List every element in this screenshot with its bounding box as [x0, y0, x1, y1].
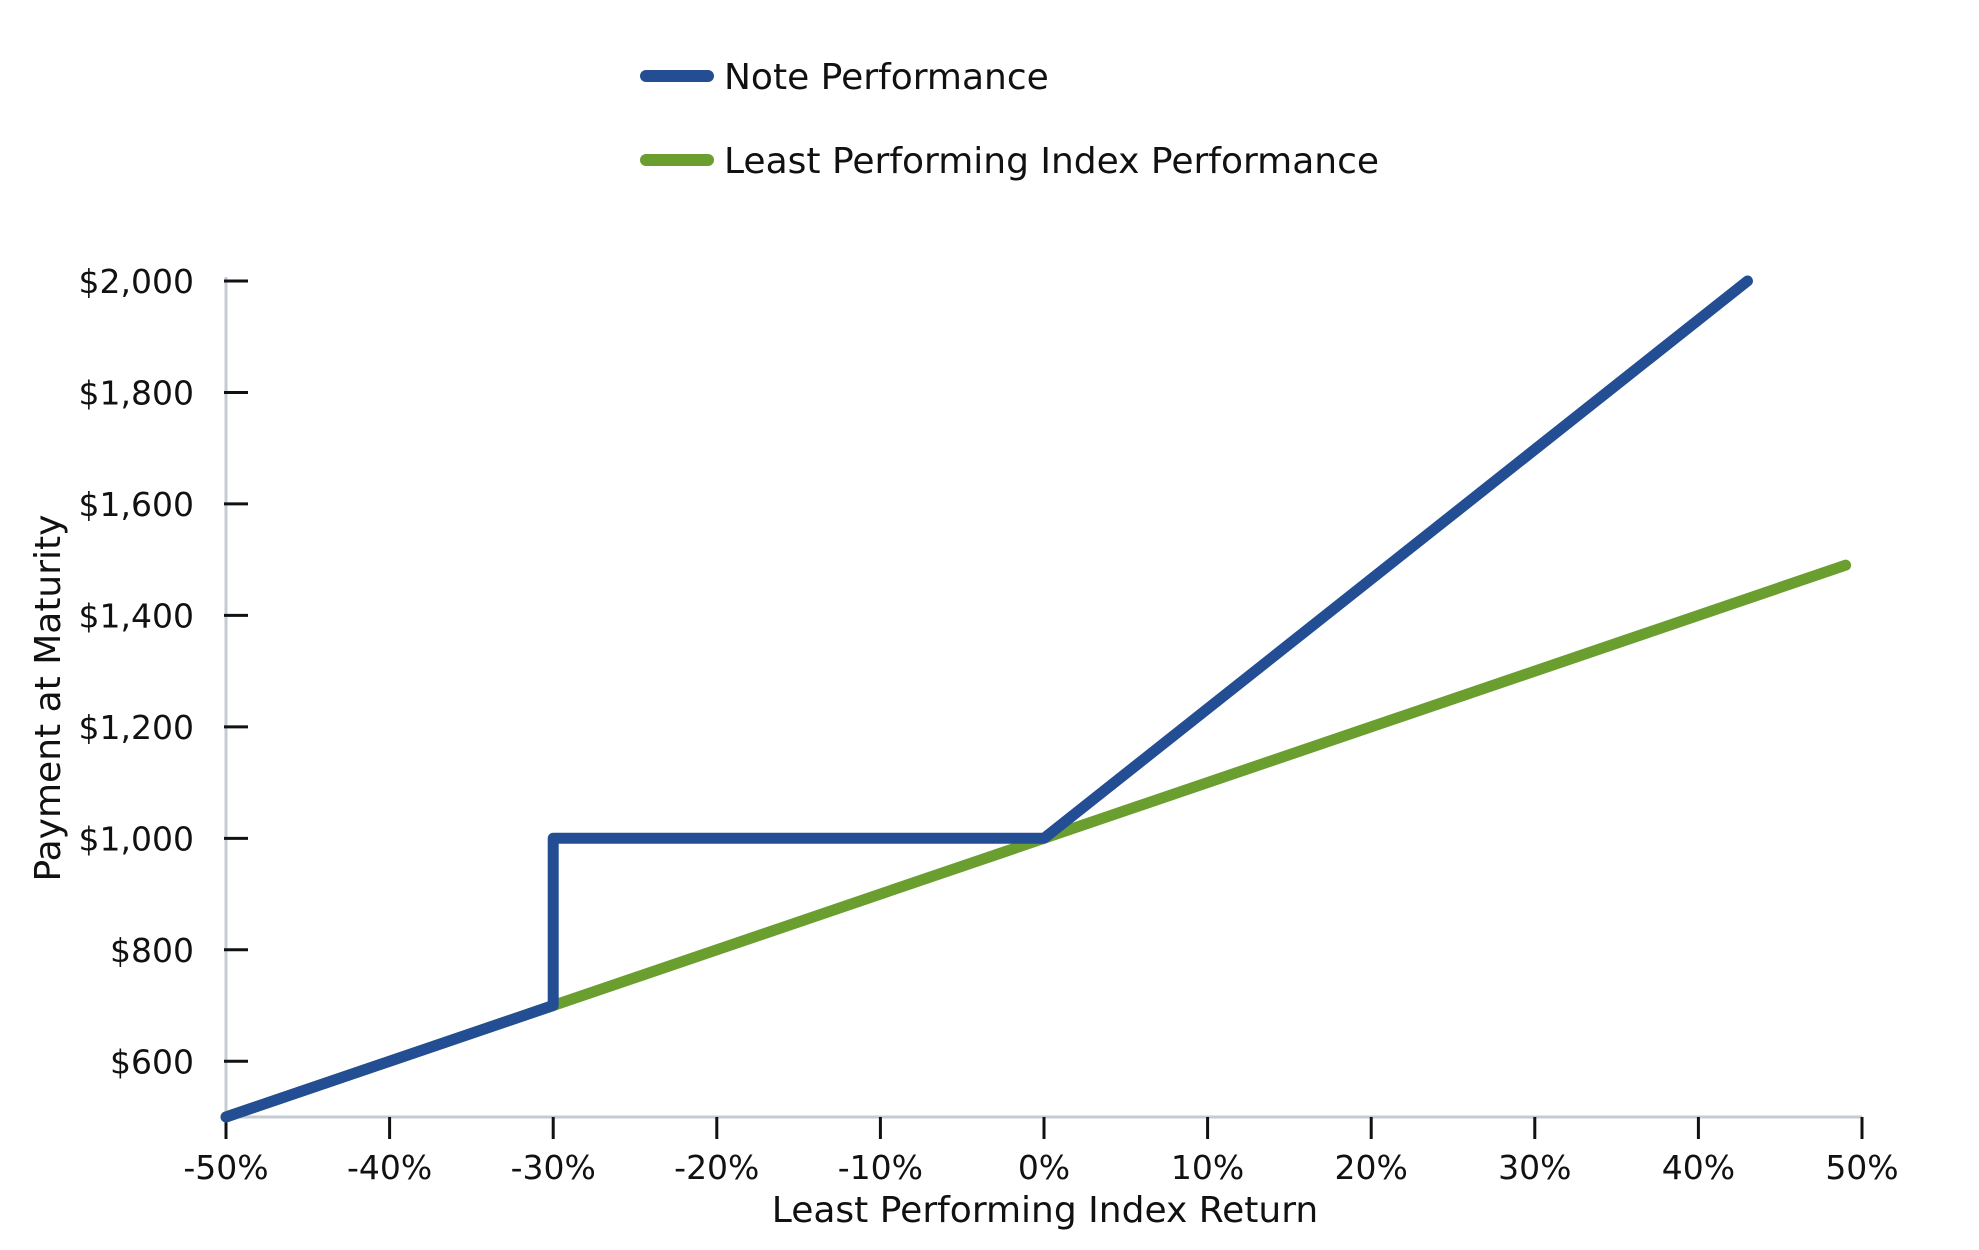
- legend-label-0: Note Performance: [724, 57, 1049, 98]
- x-tick-label: 10%: [1171, 1148, 1244, 1187]
- y-tick-label: $1,200: [79, 708, 194, 747]
- x-tick-label: -10%: [838, 1148, 923, 1187]
- x-axis-title: Least Performing Index Return: [772, 1190, 1318, 1231]
- x-tick-label: -50%: [183, 1148, 268, 1187]
- x-tick-label: -30%: [511, 1148, 596, 1187]
- legend: Note Performance Least Performing Index P…: [640, 57, 1379, 182]
- y-tick-label: $800: [110, 931, 194, 970]
- x-tick-label: -20%: [674, 1148, 759, 1187]
- x-tick-label: 50%: [1825, 1148, 1898, 1187]
- x-tick-label: 30%: [1498, 1148, 1571, 1187]
- series-line-0: [220, 275, 1753, 1123]
- x-tick-label: 20%: [1335, 1148, 1408, 1187]
- y-tick-label: $1,600: [79, 485, 194, 524]
- series-layer: [220, 275, 1852, 1123]
- y-tick-label: $2,000: [79, 262, 194, 301]
- x-tick-label: 0%: [1018, 1148, 1070, 1187]
- x-tick-label: 40%: [1662, 1148, 1735, 1187]
- legend-label-1: Least Performing Index Performance: [724, 141, 1379, 182]
- y-tick-label: $1,000: [79, 819, 194, 858]
- y-tick-label: $600: [110, 1042, 194, 1081]
- y-axis-title: Payment at Maturity: [28, 515, 69, 882]
- y-tick-label: $1,400: [79, 596, 194, 635]
- y-tick-label: $1,800: [79, 373, 194, 412]
- axes: -50% -40% -30% -20% -10% 0% 10% 20% 30% 40% 50% $60…: [79, 262, 1899, 1187]
- x-tick-label: -40%: [347, 1148, 432, 1187]
